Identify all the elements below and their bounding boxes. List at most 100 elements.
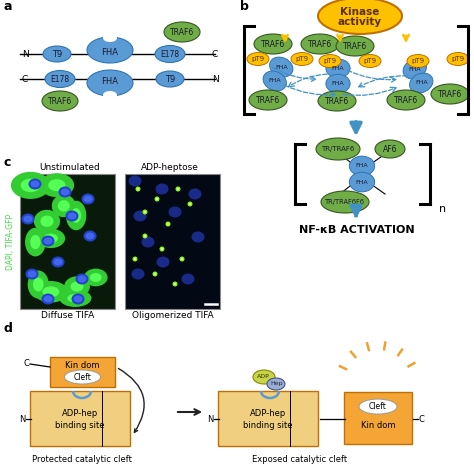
Text: FHA: FHA: [356, 180, 368, 184]
Ellipse shape: [30, 181, 39, 188]
Ellipse shape: [59, 290, 91, 307]
Text: TRAF6: TRAF6: [394, 95, 418, 104]
Ellipse shape: [164, 22, 200, 42]
Ellipse shape: [188, 201, 192, 207]
FancyBboxPatch shape: [30, 391, 130, 446]
Text: N: N: [22, 49, 29, 58]
Ellipse shape: [90, 273, 101, 282]
Ellipse shape: [359, 55, 381, 67]
Ellipse shape: [167, 223, 169, 225]
Ellipse shape: [34, 281, 68, 302]
Ellipse shape: [26, 268, 38, 280]
Text: AF6: AF6: [383, 145, 397, 154]
Ellipse shape: [42, 236, 55, 246]
Text: N: N: [207, 414, 213, 423]
Ellipse shape: [83, 195, 92, 202]
Text: TRAF6: TRAF6: [256, 95, 280, 104]
FancyBboxPatch shape: [218, 391, 318, 446]
Ellipse shape: [144, 211, 146, 213]
Text: a: a: [4, 0, 12, 12]
Ellipse shape: [84, 269, 108, 286]
Ellipse shape: [156, 198, 158, 200]
Ellipse shape: [82, 193, 94, 204]
Text: binding site: binding site: [243, 420, 293, 429]
Ellipse shape: [103, 34, 117, 42]
Ellipse shape: [28, 179, 42, 190]
Ellipse shape: [318, 91, 356, 111]
Ellipse shape: [61, 189, 70, 195]
Ellipse shape: [291, 53, 313, 65]
Ellipse shape: [155, 183, 168, 194]
Ellipse shape: [174, 283, 176, 285]
Ellipse shape: [326, 59, 350, 78]
Ellipse shape: [21, 213, 35, 225]
Text: Hep: Hep: [271, 382, 283, 386]
Ellipse shape: [64, 370, 100, 384]
Ellipse shape: [71, 208, 81, 223]
Text: C: C: [212, 49, 218, 58]
Text: NF-κB ACTIVATION: NF-κB ACTIVATION: [299, 225, 415, 235]
Ellipse shape: [72, 293, 84, 304]
Ellipse shape: [64, 276, 90, 297]
Ellipse shape: [36, 229, 65, 248]
Ellipse shape: [11, 172, 50, 199]
Text: ADP-hep: ADP-hep: [250, 409, 286, 418]
Text: FHA: FHA: [101, 76, 118, 85]
Ellipse shape: [44, 237, 53, 245]
Text: TRAF6: TRAF6: [261, 39, 285, 48]
Ellipse shape: [21, 179, 40, 192]
FancyBboxPatch shape: [50, 357, 115, 387]
Text: C: C: [22, 74, 28, 83]
Text: N: N: [212, 74, 219, 83]
Ellipse shape: [33, 277, 44, 292]
Text: T9: T9: [52, 49, 62, 58]
Text: N: N: [19, 414, 25, 423]
Text: Kin dom: Kin dom: [65, 361, 100, 370]
Text: FHA: FHA: [268, 79, 281, 83]
Ellipse shape: [161, 248, 163, 250]
Ellipse shape: [144, 235, 146, 237]
Ellipse shape: [27, 271, 49, 299]
Text: pT9: pT9: [295, 56, 309, 62]
Ellipse shape: [253, 370, 275, 384]
Ellipse shape: [52, 194, 76, 217]
Ellipse shape: [44, 234, 58, 243]
Text: TRAF6: TRAF6: [438, 90, 462, 99]
Text: Cleft: Cleft: [73, 373, 91, 382]
Ellipse shape: [173, 282, 177, 286]
Ellipse shape: [30, 235, 41, 249]
Text: TRAF6: TRAF6: [170, 27, 194, 36]
Ellipse shape: [65, 210, 79, 221]
Text: E178: E178: [160, 49, 180, 58]
Ellipse shape: [134, 258, 136, 260]
FancyArrowPatch shape: [118, 368, 144, 432]
Ellipse shape: [143, 210, 147, 215]
Ellipse shape: [66, 201, 86, 230]
Ellipse shape: [321, 191, 369, 213]
Ellipse shape: [326, 74, 350, 93]
Text: FHA: FHA: [409, 66, 421, 72]
Ellipse shape: [359, 399, 397, 414]
Ellipse shape: [168, 207, 182, 218]
Ellipse shape: [410, 73, 433, 93]
Text: FHA: FHA: [275, 64, 288, 70]
Text: Kinase: Kinase: [340, 7, 380, 17]
Ellipse shape: [67, 294, 83, 302]
Text: TR/TRAF6F6: TR/TRAF6F6: [325, 199, 365, 205]
Text: ADP-hep: ADP-hep: [62, 409, 98, 418]
FancyBboxPatch shape: [20, 174, 115, 309]
Text: C: C: [418, 414, 424, 423]
Ellipse shape: [156, 256, 170, 267]
Text: Oligomerized TIFA: Oligomerized TIFA: [132, 311, 214, 320]
Ellipse shape: [52, 256, 64, 267]
Ellipse shape: [78, 275, 86, 283]
Text: Unstimulated: Unstimulated: [40, 163, 100, 172]
Ellipse shape: [136, 186, 140, 191]
Text: n: n: [439, 204, 446, 214]
Text: T9: T9: [165, 74, 175, 83]
Ellipse shape: [349, 156, 374, 176]
Ellipse shape: [189, 189, 201, 200]
Ellipse shape: [27, 271, 36, 277]
Text: binding site: binding site: [55, 420, 105, 429]
Ellipse shape: [143, 234, 147, 238]
